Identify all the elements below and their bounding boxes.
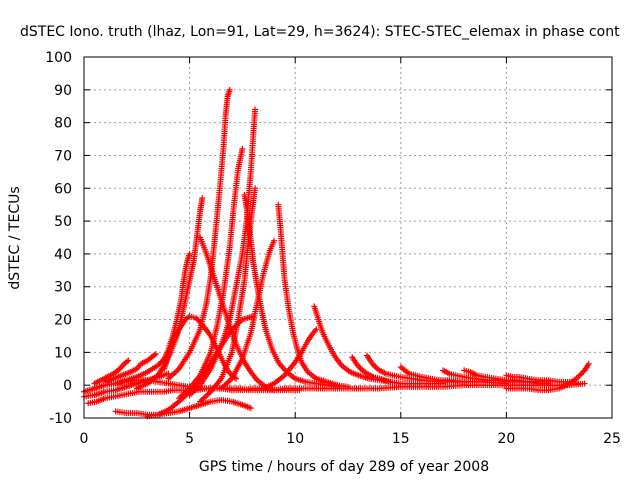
y-tick-label: 70 <box>54 148 72 164</box>
data-point <box>313 326 320 333</box>
data-point <box>165 370 172 377</box>
y-tick-label: 80 <box>54 116 72 132</box>
y-tick-label: 90 <box>54 83 72 99</box>
y-tick-label: 60 <box>54 181 72 197</box>
data-point <box>585 360 592 367</box>
data-point <box>581 380 588 387</box>
data-series <box>218 237 278 392</box>
data-points <box>81 86 592 420</box>
y-tick-label: 20 <box>54 313 72 329</box>
x-tick-label: 25 <box>603 431 621 447</box>
data-series <box>349 354 447 387</box>
x-tick-label: 20 <box>497 431 515 447</box>
data-point <box>199 195 206 202</box>
data-point <box>271 387 278 394</box>
y-tick-label: 40 <box>54 247 72 263</box>
data-point <box>345 383 351 390</box>
data-point <box>186 250 193 257</box>
data-point <box>252 106 259 113</box>
y-tick-label: 50 <box>54 214 72 230</box>
y-tick-label: -10 <box>49 411 72 427</box>
chart-title: dSTEC Iono. truth (lhaz, Lon=91, Lat=29,… <box>20 24 620 40</box>
x-tick-labels: 0 5 10 15 20 25 <box>80 431 621 447</box>
data-point <box>247 405 254 412</box>
data-point <box>271 237 278 244</box>
data-series <box>102 351 159 385</box>
x-tick-label: 0 <box>80 431 89 447</box>
plot-frame <box>83 56 613 419</box>
y-tick-label: 30 <box>54 280 72 296</box>
y-tick-label: 0 <box>63 378 72 394</box>
data-series <box>165 86 233 382</box>
x-tick-label: 10 <box>286 431 304 447</box>
data-series <box>197 185 259 405</box>
axis-ticks <box>83 56 613 419</box>
data-point <box>575 380 582 387</box>
data-point <box>226 86 233 93</box>
data-point <box>296 387 303 394</box>
y-tick-labels: -10 0 10 20 30 40 50 60 70 80 90 100 <box>45 50 72 427</box>
x-axis-label: GPS time / hours of day 289 of year 2008 <box>199 459 489 475</box>
y-axis-label: dSTEC / TECUs <box>7 186 23 289</box>
y-tick-label: 10 <box>54 345 72 361</box>
data-series <box>186 106 259 399</box>
x-tick-label: 5 <box>185 431 194 447</box>
x-tick-label: 15 <box>392 431 410 447</box>
data-series <box>503 360 592 394</box>
y-tick-label: 100 <box>45 50 72 66</box>
data-series <box>112 250 193 387</box>
data-series <box>260 326 320 392</box>
data-point <box>239 145 246 152</box>
data-point <box>125 357 132 364</box>
data-point <box>152 351 159 358</box>
data-series <box>197 234 278 394</box>
data-point <box>252 185 259 192</box>
data-series <box>176 145 246 402</box>
